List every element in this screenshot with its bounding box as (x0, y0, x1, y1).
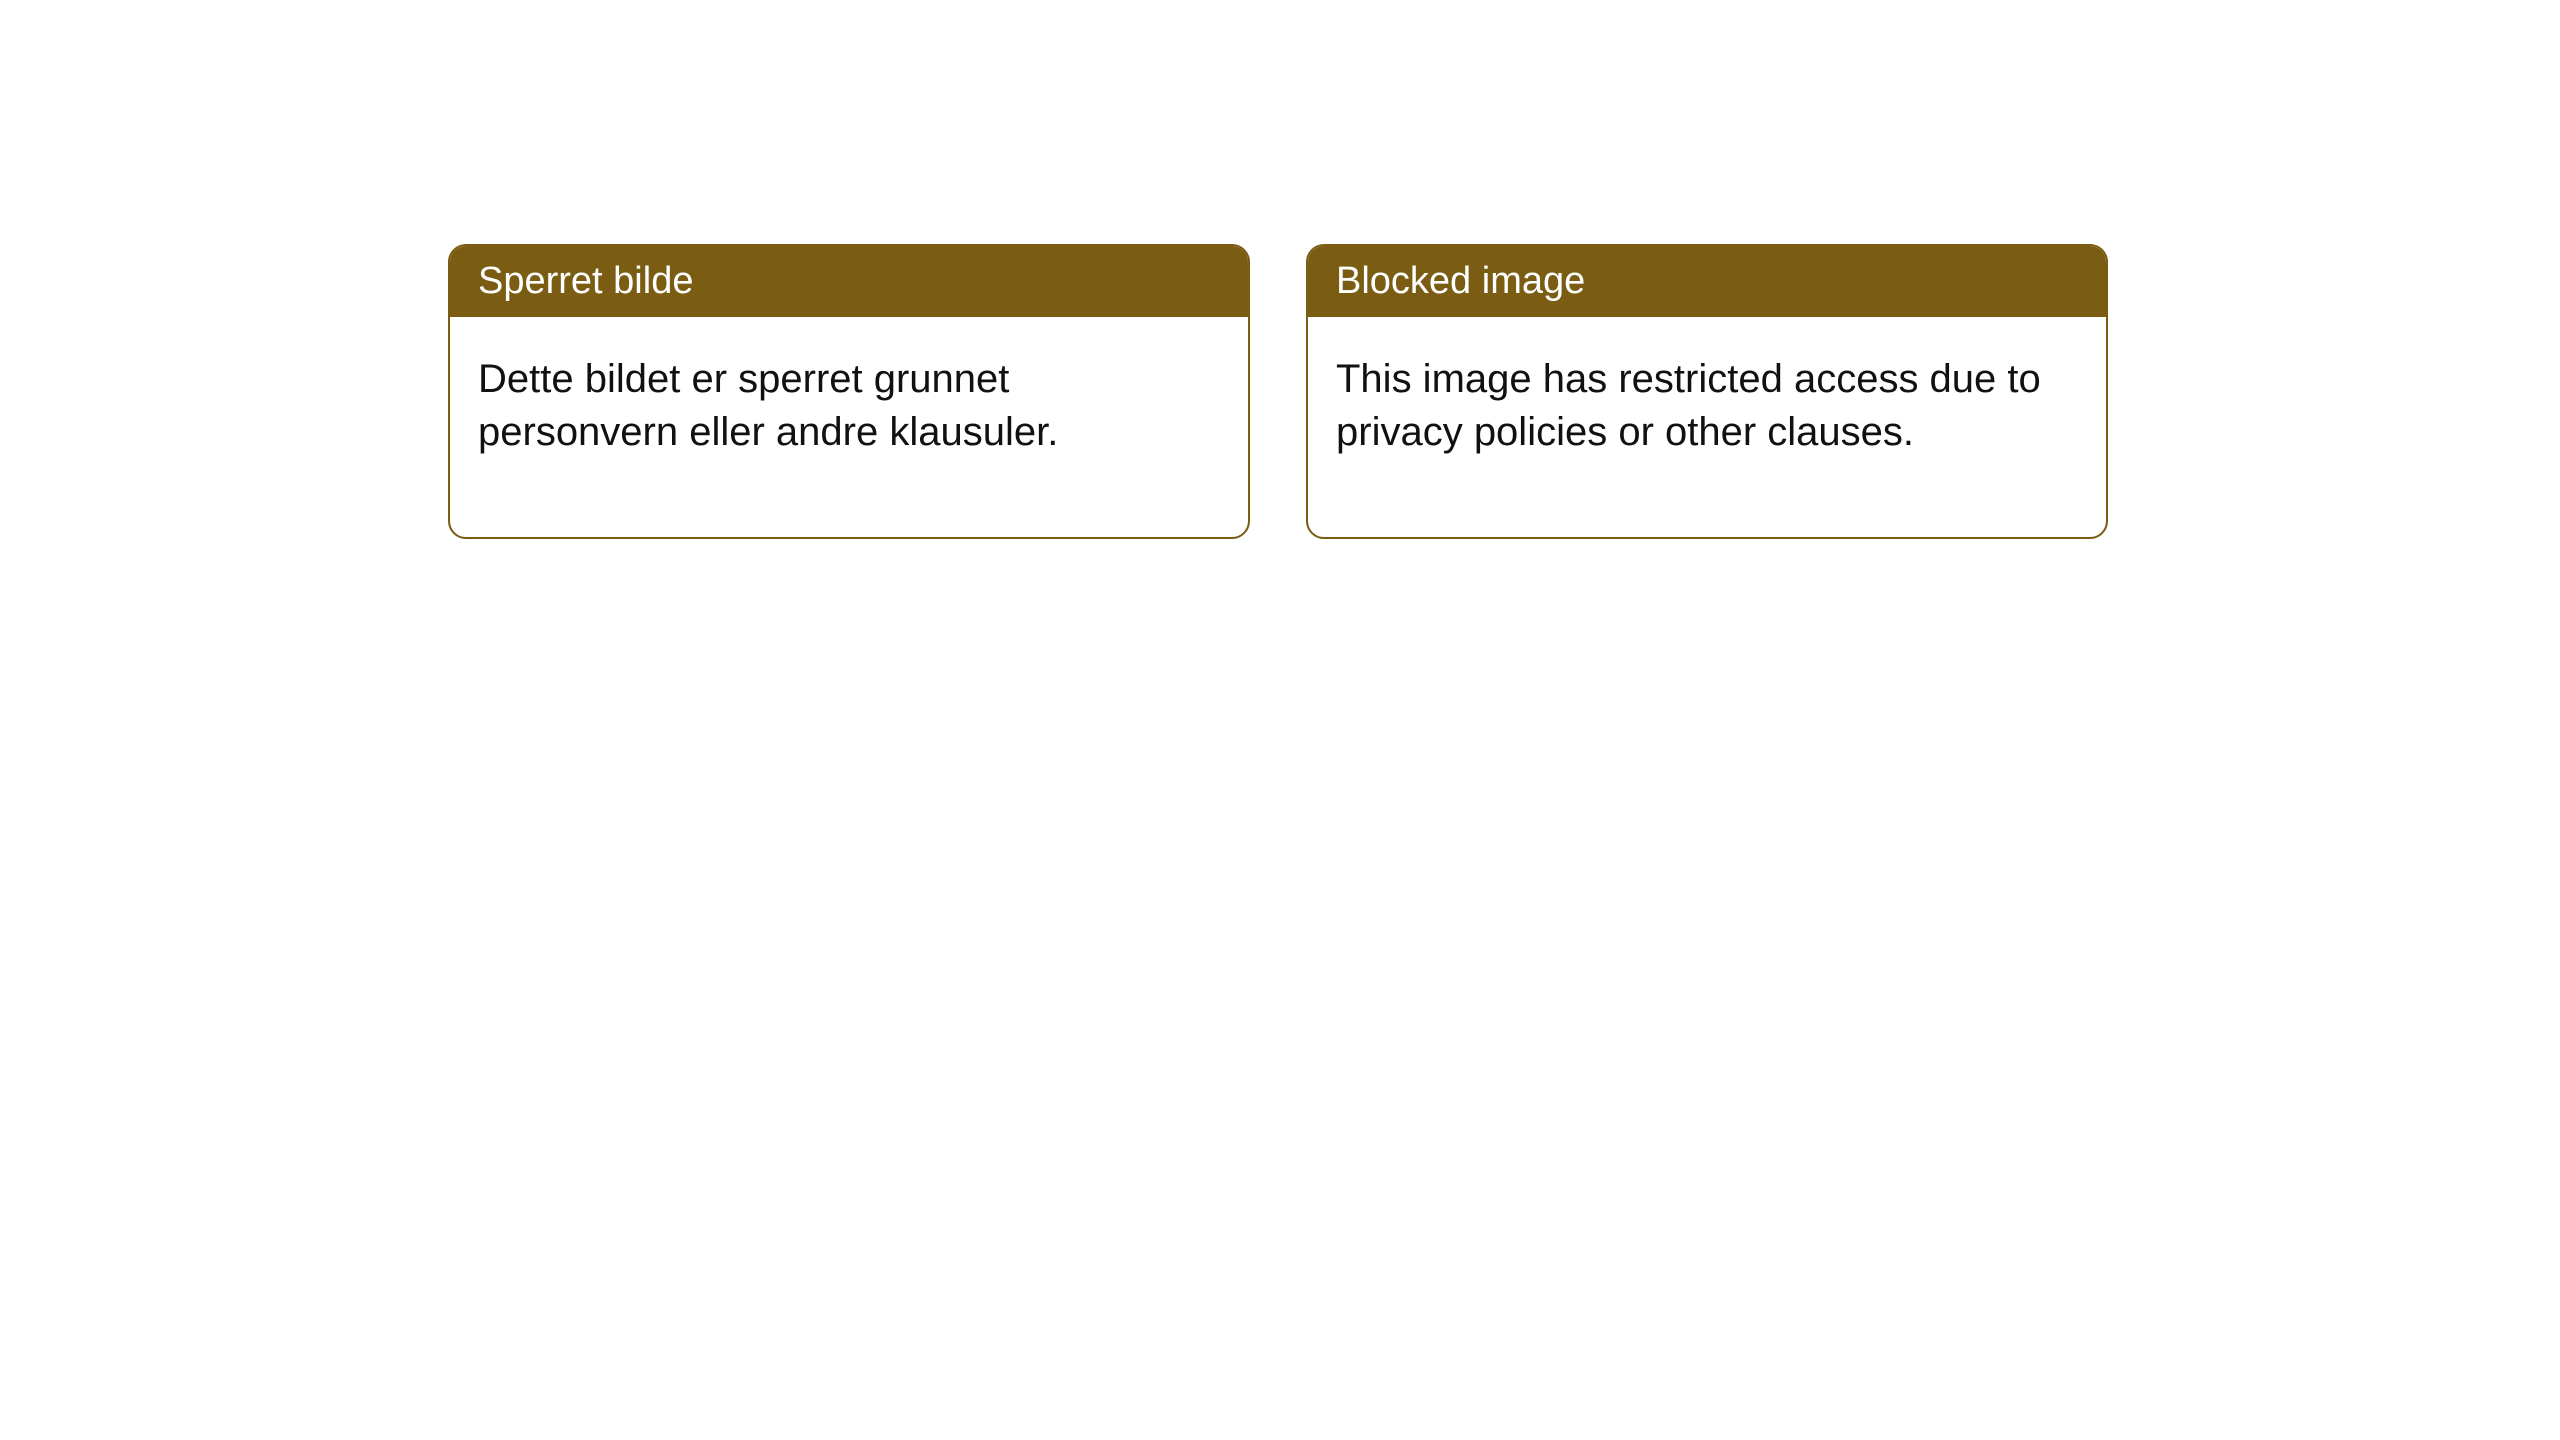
notice-container: Sperret bilde Dette bildet er sperret gr… (448, 244, 2108, 539)
notice-header: Blocked image (1308, 246, 2106, 317)
notice-body: Dette bildet er sperret grunnet personve… (450, 317, 1248, 537)
notice-body: This image has restricted access due to … (1308, 317, 2106, 537)
notice-header: Sperret bilde (450, 246, 1248, 317)
notice-card-english: Blocked image This image has restricted … (1306, 244, 2108, 539)
notice-card-norwegian: Sperret bilde Dette bildet er sperret gr… (448, 244, 1250, 539)
